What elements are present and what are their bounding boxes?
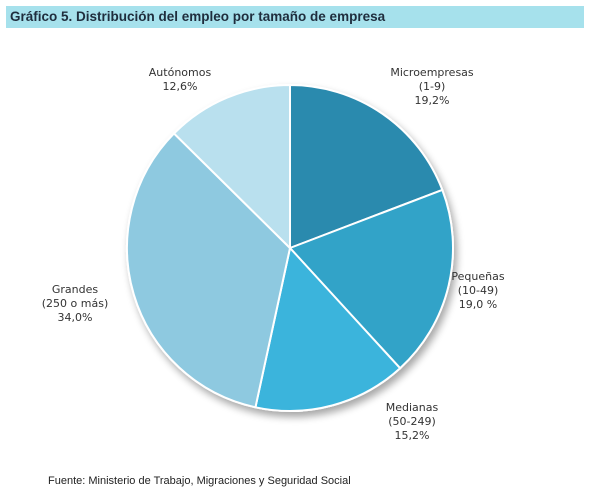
- pie-slice-2: [288, 188, 454, 370]
- pie-slice-1: [289, 83, 444, 250]
- slice-label-3: Medianas (50-249) 15,2%: [386, 401, 439, 442]
- slice-label-5: Autónomos 12,6%: [149, 66, 212, 93]
- slice-label-2: Pequeñas (10-49) 19,0 %: [451, 270, 504, 311]
- chart-title: Gráfico 5. Distribución del empleo por t…: [10, 9, 386, 24]
- slice-label-4: Grandes (250 o más) 34,0%: [42, 283, 109, 324]
- pie-slices: [126, 83, 454, 412]
- pie-labels: Microempresas (1-9) 19,2% Pequeñas (10-49) 19…: [42, 66, 505, 442]
- source-note: Fuente: Ministerio de Trabajo, Migracion…: [48, 475, 351, 487]
- title-bar: Gráfico 5. Distribución del empleo por t…: [6, 6, 584, 28]
- pie-slice-3: [254, 245, 402, 412]
- pie-slice-5: [172, 83, 291, 251]
- slice-label-1: Microempresas (1-9) 19,2%: [390, 66, 474, 107]
- pie-slice-4: [126, 132, 292, 409]
